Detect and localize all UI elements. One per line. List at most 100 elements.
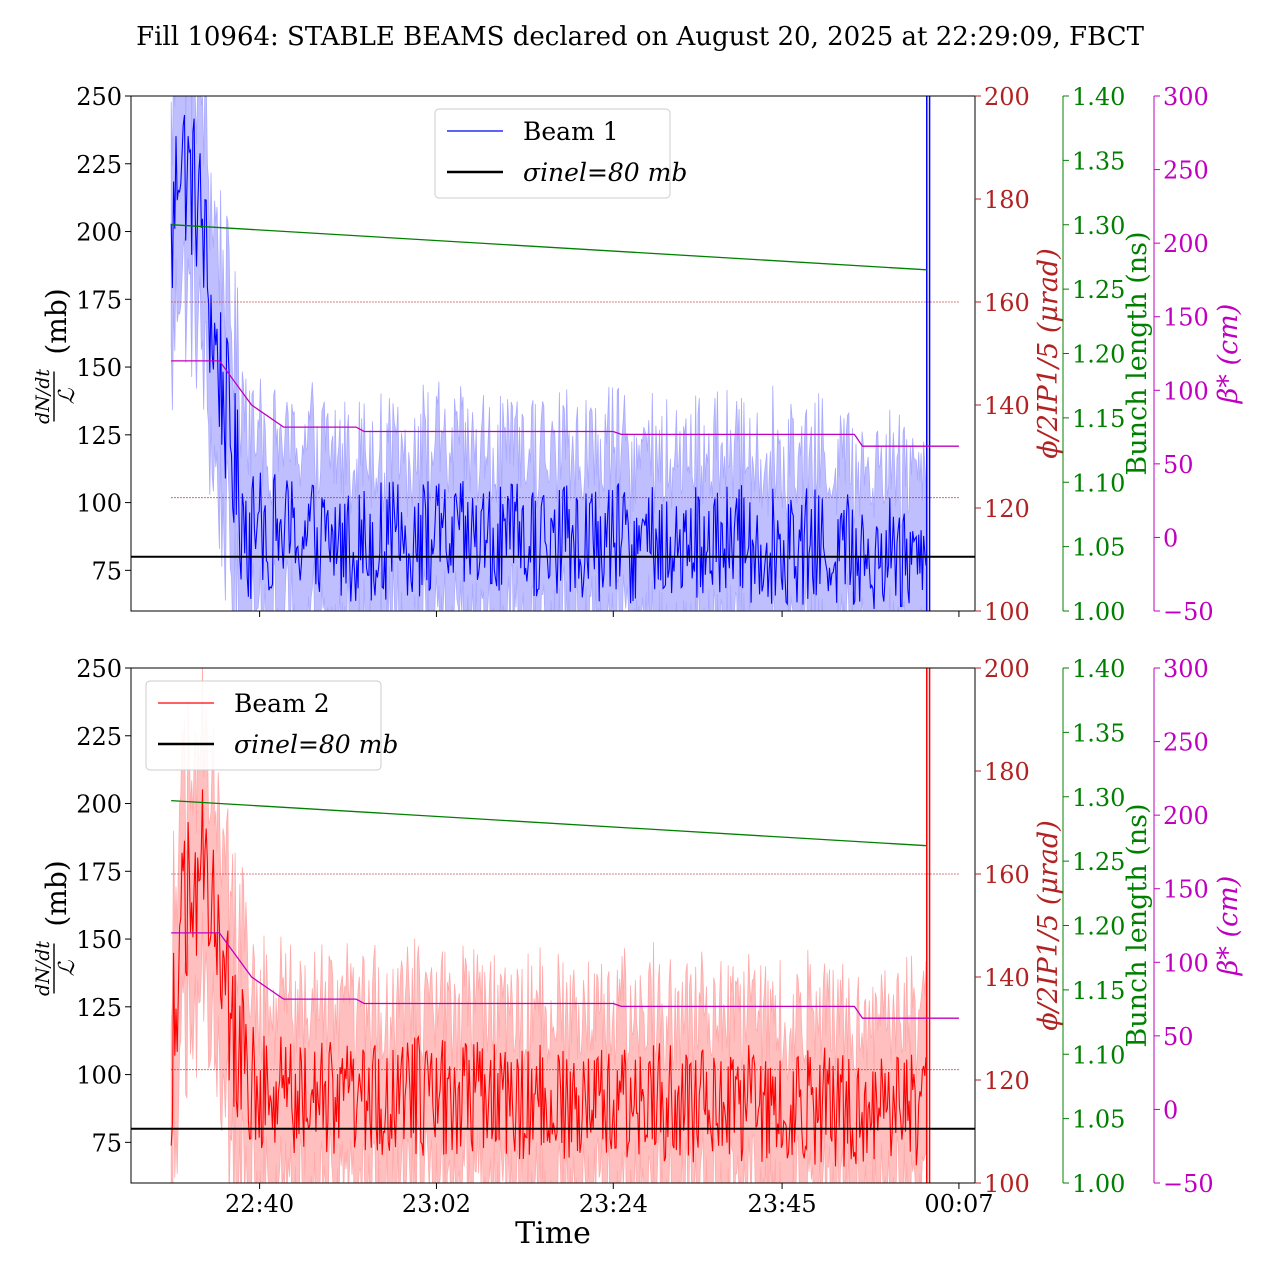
beta-tick-label: 300 [1163,655,1209,683]
beta-axis-label-text: β* (cm) [1213,304,1244,404]
y-tick-label: 200 [76,791,122,819]
bunch-tick-label: 1.40 [1072,83,1125,111]
y-tick-label: 75 [91,557,122,585]
beta-tick-label: 100 [1163,377,1209,405]
beta-axis-label: β* (cm) [1213,304,1244,404]
beta-tick-label: 150 [1163,304,1209,332]
left-axis-label-numerator: dN/dt [32,369,54,424]
left-axis-label: dN/dt ℒ (mb) [32,288,80,424]
legend-beam-label: Beam 1 [523,117,619,146]
panel-top: 75 100 125 150 175 200 225 250 100 120 140 160 180 20… [32,83,1244,626]
crossing-tick-label: 160 [984,289,1030,317]
y-tick-label: 200 [76,219,122,247]
beam-band [170,668,927,1183]
bunch-tick-label: 1.30 [1072,784,1125,812]
beta-tick-label: 50 [1163,1023,1194,1051]
left-axis-label-unit: (mb) [40,860,73,926]
beta-tick-label: 0 [1163,524,1178,552]
plot-area [131,668,975,1183]
crossing-tick-label: 100 [984,1170,1030,1198]
y-tick-label: 150 [76,354,122,382]
y-tick-label: 125 [76,994,122,1022]
beta-tick-label: 100 [1163,949,1209,977]
crossing-tick-label: 180 [984,758,1030,786]
crossing-tick-label: 100 [984,598,1030,626]
beta-tick-label: 0 [1163,1096,1178,1124]
legend: Beam 2 σinel=80 mb [145,680,398,771]
y-tick-label: 175 [76,286,122,314]
bunch-tick-label: 1.10 [1072,1041,1125,1069]
beam-band [170,96,927,611]
axes-frame [130,95,976,612]
x-tick-label: 00:07 [924,1190,993,1218]
crossing-tick-label: 200 [984,83,1030,111]
crossing-tick-label: 200 [984,655,1030,683]
beam-line [170,114,927,610]
bunch-axis-label: Bunch length (ns) [1122,231,1153,475]
crossing-axis-label: ϕ/2IP1/5 (μrad) [1033,248,1064,458]
beta-tick-label: −50 [1163,1170,1214,1198]
bunch-tick-label: 1.20 [1072,341,1125,369]
plot-area [131,96,975,611]
panel-bottom: 75 100 125 150 175 200 225 250 100 120 140 160 180 20… [32,655,1244,1218]
beta-axis-label-text: β* (cm) [1213,876,1244,976]
crossing-tick-label: 120 [984,1067,1030,1095]
beta-tick-label: 50 [1163,451,1194,479]
beta-axis-label: β* (cm) [1213,876,1244,976]
left-axis-label-unit: (mb) [40,288,73,354]
x-axis-label: Time [515,1216,591,1251]
left-axis-label-numerator: dN/dt [32,941,54,996]
y-tick-label: 125 [76,422,122,450]
beam-line [170,789,927,1167]
crossing-tick-label: 140 [984,964,1030,992]
bunch-tick-label: 1.25 [1072,848,1125,876]
y-tick-label: 250 [76,83,122,111]
y-tick-label: 100 [76,1062,122,1090]
left-axis-label: dN/dt ℒ (mb) [32,860,80,996]
bunch-tick-label: 1.40 [1072,655,1125,683]
y-tick-label: 225 [76,151,122,179]
bunch-tick-label: 1.20 [1072,913,1125,941]
crossing-axis-label: ϕ/2IP1/5 (μrad) [1033,820,1064,1030]
left-axis-label-denominator: ℒ [55,959,80,976]
crossing-axis-label-text: ϕ/2IP1/5 (μrad) [1033,248,1064,458]
beta-tick-label: 150 [1163,876,1209,904]
bunch-tick-label: 1.15 [1072,977,1125,1005]
bunch-tick-label: 1.05 [1072,1106,1125,1134]
beta-tick-label: 250 [1163,157,1209,185]
beta-line [171,932,959,1019]
crossing-tick-label: 140 [984,392,1030,420]
bunch-line [171,799,927,847]
chart-title: Fill 10964: STABLE BEAMS declared on Aug… [136,22,1145,52]
crossing-tick-label: 120 [984,495,1030,523]
bunch-tick-label: 1.35 [1072,719,1125,747]
bunch-tick-label: 1.30 [1072,212,1125,240]
y-tick-label: 175 [76,858,122,886]
beta-line [171,360,959,447]
legend-sigma-label: σinel=80 mb [234,730,398,759]
bunch-tick-label: 1.05 [1072,534,1125,562]
axes-frame [130,667,976,1184]
crossing-tick-label: 180 [984,186,1030,214]
x-tick-label: 23:24 [579,1190,648,1218]
y-tick-label: 150 [76,926,122,954]
legend-sigma-label: σinel=80 mb [523,158,687,187]
legend-beam-label: Beam 2 [234,689,330,718]
beta-tick-label: 200 [1163,802,1209,830]
beta-tick-label: 300 [1163,83,1209,111]
crossing-axis-label-text: ϕ/2IP1/5 (μrad) [1033,820,1064,1030]
bunch-tick-label: 1.25 [1072,276,1125,304]
legend: Beam 1 σinel=80 mb [434,108,687,199]
bunch-tick-label: 1.00 [1072,598,1125,626]
bunch-tick-label: 1.35 [1072,147,1125,175]
x-tick-label: 23:02 [402,1190,471,1218]
y-tick-label: 75 [91,1129,122,1157]
y-tick-label: 250 [76,655,122,683]
y-tick-label: 100 [76,490,122,518]
beta-tick-label: 200 [1163,230,1209,258]
bunch-axis-label-text: Bunch length (ns) [1122,231,1153,475]
x-tick-label: 23:45 [747,1190,816,1218]
x-tick-label: 22:40 [225,1190,294,1218]
y-tick-label: 225 [76,723,122,751]
